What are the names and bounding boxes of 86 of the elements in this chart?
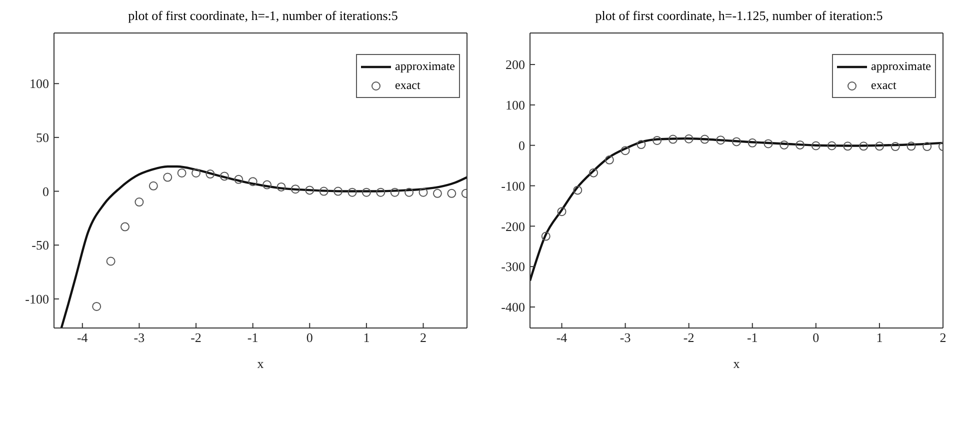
x-tick-label: 0: [812, 330, 820, 346]
point: [290, 184, 300, 194]
point: [163, 172, 172, 182]
point: [668, 134, 678, 144]
point: [248, 177, 258, 186]
point: [796, 140, 805, 150]
point: [177, 168, 186, 178]
point: [589, 168, 598, 178]
y-tick-label: 0: [42, 184, 49, 199]
point: [827, 141, 836, 150]
point: [234, 174, 244, 184]
point: [348, 188, 357, 197]
point: [716, 136, 726, 145]
x-tick-label: -1: [247, 330, 258, 346]
x-tick-label: -2: [190, 330, 202, 346]
x-tick-label: -4: [556, 330, 568, 346]
point: [418, 188, 428, 197]
point: [906, 142, 916, 151]
point: [148, 181, 158, 190]
x-axis-title: x: [257, 356, 264, 371]
y-tick-label: -50: [32, 238, 49, 253]
point: [432, 188, 442, 198]
x-tick-label: -4: [76, 330, 88, 346]
y-tick-label: 100: [30, 76, 49, 92]
legend-label: approximate: [871, 59, 931, 74]
point: [604, 155, 614, 164]
x-tick-label: -3: [620, 330, 631, 346]
point: [890, 142, 900, 152]
point: [106, 256, 116, 266]
x-tick-label: 1: [876, 330, 883, 346]
point: [541, 232, 550, 241]
point: [748, 138, 757, 148]
point: [276, 182, 286, 192]
point: [700, 134, 710, 144]
y-tick-label: -100: [501, 178, 525, 194]
point: [220, 172, 229, 181]
y-tick-label: 0: [518, 138, 525, 153]
point: [262, 180, 272, 190]
point: [92, 302, 102, 311]
point: [362, 188, 371, 197]
y-tick-label: -300: [501, 259, 525, 274]
chart-title: plot of first coordinate, h=-1.125, number of iteration:5: [594, 8, 884, 25]
legend-label: approximate: [395, 59, 455, 74]
y-tick-label: 100: [506, 98, 525, 113]
point: [780, 140, 789, 150]
point: [922, 142, 932, 152]
legend-label: exact: [395, 78, 420, 93]
y-tick-label: 50: [36, 130, 49, 146]
point: [390, 188, 400, 197]
point: [557, 207, 566, 216]
point: [319, 186, 328, 196]
x-tick-label: 2: [420, 330, 427, 346]
point: [334, 186, 343, 196]
point: [874, 142, 884, 151]
point: [620, 146, 630, 156]
point: [732, 137, 741, 146]
y-tick-label: -100: [25, 292, 49, 307]
point: [843, 142, 852, 151]
y-tick-label: 200: [506, 57, 525, 72]
point: [636, 140, 646, 150]
point: [573, 186, 582, 195]
point: [684, 134, 694, 144]
point: [192, 168, 201, 178]
y-tick-label: -400: [501, 300, 525, 315]
x-tick-label: -3: [134, 330, 145, 346]
x-tick-label: 1: [363, 330, 370, 346]
point: [376, 188, 386, 197]
chart-title: plot of first coordinate, h=-1, number of iterations:5: [127, 8, 399, 25]
x-axis-title: x: [733, 356, 740, 371]
point: [811, 141, 820, 150]
point: [404, 188, 414, 197]
point: [134, 198, 144, 207]
point: [859, 142, 868, 151]
point: [305, 186, 314, 195]
point: [764, 139, 773, 148]
x-tick-label: 2: [940, 330, 946, 346]
x-tick-label: 0: [306, 330, 313, 346]
legend-label: exact: [871, 78, 896, 93]
point: [120, 222, 130, 232]
point: [447, 188, 456, 198]
y-tick-label: -200: [501, 218, 525, 234]
line-series: [60, 165, 467, 328]
x-tick-label: -1: [746, 330, 758, 346]
x-tick-label: -2: [683, 330, 694, 346]
point: [652, 136, 662, 145]
point: [206, 170, 215, 179]
